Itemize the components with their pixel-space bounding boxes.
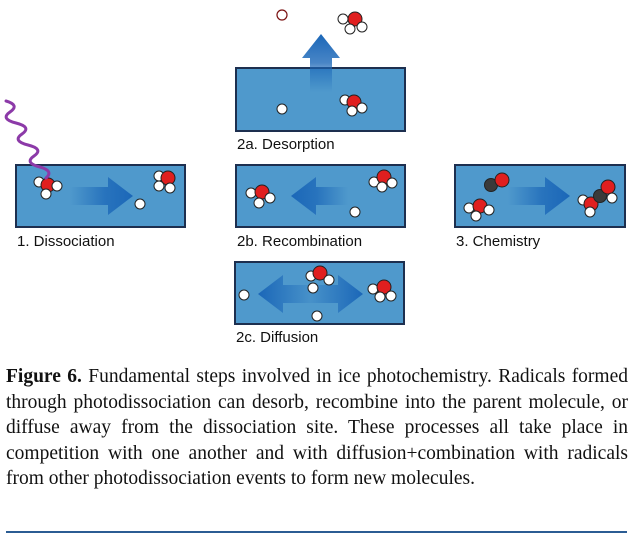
panel-label-desorption: 2a. Desorption [237,136,335,153]
hydroxyl-radical [367,279,397,303]
panel-label-dissociation: 1. Dissociation [17,233,115,250]
arrow-up [302,34,340,92]
panel-label-diffusion: 2c. Diffusion [236,329,318,346]
hydroxyl-radical [153,170,176,194]
arrow-right [508,177,570,215]
photon-icon [4,99,51,180]
hydroxyl-radical [463,198,495,222]
desorbed-hydroxyl-radical [337,11,368,35]
arrow-right [70,177,133,215]
water-molecule [245,184,276,209]
caption-text: Fundamental steps involved in ice photoc… [6,366,629,490]
panel-dissociation: 1. Dissociation [4,99,186,250]
hydroxyl-radical [368,169,398,193]
hydrogen-atom [311,310,323,322]
double-arrow [258,275,363,313]
panel-recombination: 2b. Recombination [235,164,406,250]
panel-diffusion: 2c. Diffusion [234,261,405,346]
panel-label-recombination: 2b. Recombination [237,233,362,250]
new-molecule [577,179,618,218]
figure-caption: Figure 6. Fundamental steps involved in … [6,364,628,492]
hydrogen-atom [276,103,288,115]
panel-label-chemistry: 3. Chemistry [456,233,541,250]
hydrogen-atom [349,206,361,218]
panel-desorption: 2a. Desorption [235,9,406,153]
water-molecule [33,176,63,200]
figure-label: Figure 6. [6,366,82,387]
bottom-rule [6,531,627,533]
panel-chemistry: 3. Chemistry [454,164,626,250]
arrow-left [291,177,348,215]
hydrogen-atom [238,289,250,301]
water-molecule [305,265,335,294]
carbon-monoxide-molecule [484,172,510,192]
hydrogen-atom [134,198,146,210]
hydroxyl-radical [339,94,368,117]
desorbed-hydrogen-atom [276,9,288,21]
ice-photochemistry-diagram: 1. Dissociation 2a. Desorption [4,9,626,346]
